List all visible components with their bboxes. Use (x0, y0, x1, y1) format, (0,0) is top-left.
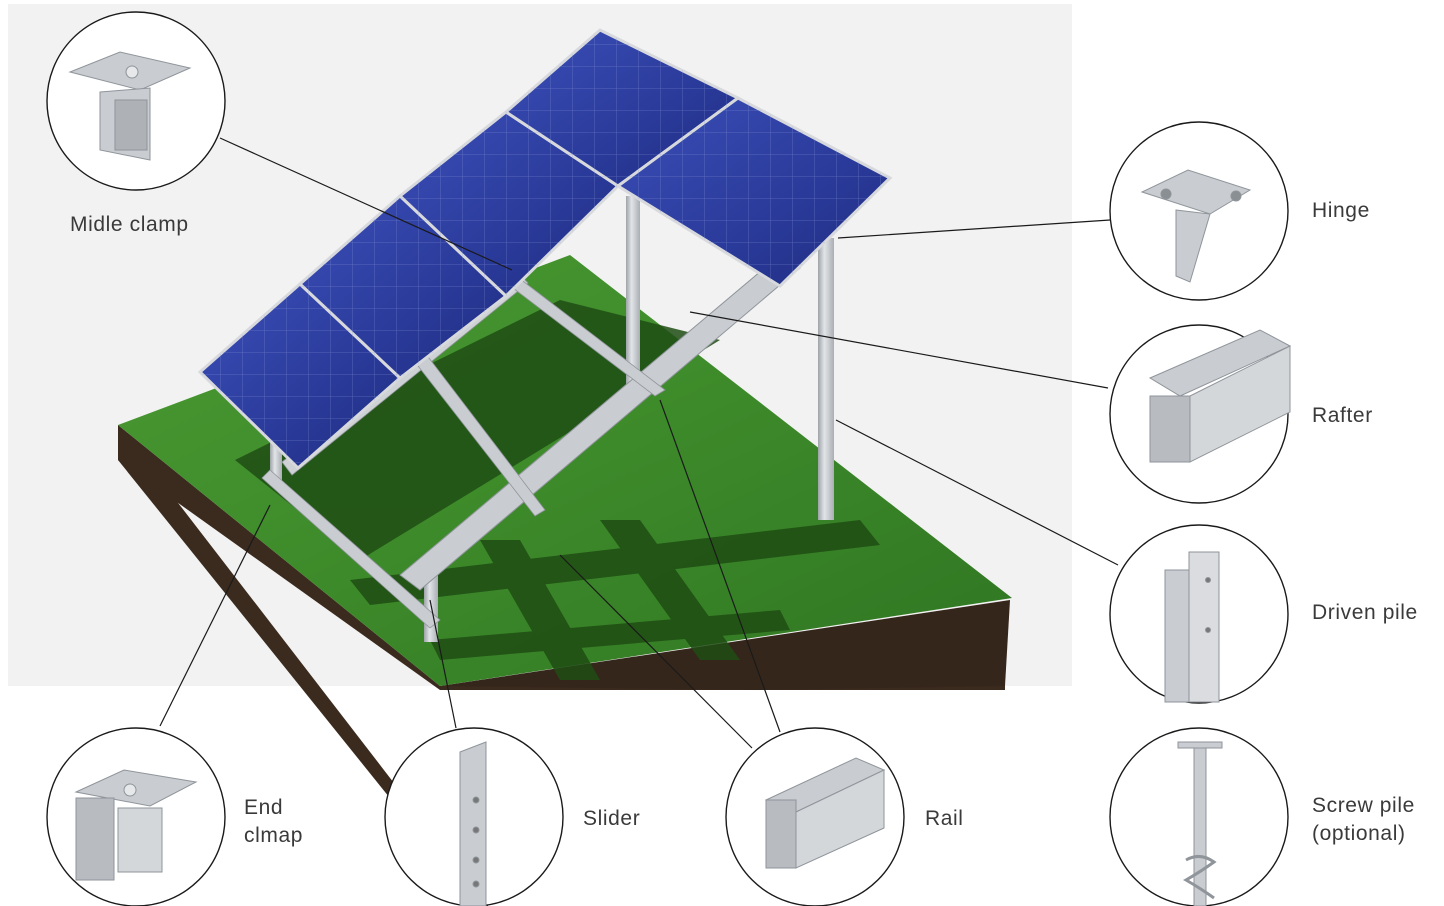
leader-lines (159, 137, 1119, 749)
rail-part (764, 757, 886, 869)
label-middle-clamp: Midle clamp (70, 213, 189, 236)
label-screw-pile: Screw pile (optional) (1312, 794, 1415, 845)
leader-hinge (837, 219, 1111, 239)
label-hinge: Hinge (1312, 199, 1370, 222)
label-end-clamp: End clmap (244, 796, 304, 847)
leader-driven-pile (835, 419, 1119, 566)
middle-clamp-part (68, 51, 192, 161)
panel-cell-grid (200, 30, 890, 468)
leader-middle-clamp (219, 137, 513, 271)
leader-end-clamp (159, 504, 271, 727)
label-slider: Slider (583, 807, 641, 830)
label-rafter: Rafter (1312, 404, 1373, 427)
leader-rafter (689, 311, 1109, 389)
rafter-part (1148, 329, 1292, 463)
label-rail: Rail (925, 807, 964, 830)
driven-pile-part (1164, 551, 1220, 703)
rear-post-right (818, 238, 834, 520)
callout-hinge (1109, 121, 1289, 301)
leader-rail-1 (559, 554, 753, 749)
end-clamp-part (74, 769, 198, 881)
rail-left (261, 469, 441, 629)
hinge-part (1140, 169, 1252, 283)
leader-rail-2 (659, 399, 781, 733)
label-driven-pile: Driven pile (1312, 601, 1418, 624)
slider-part (459, 741, 487, 906)
screw-pile-part (1177, 741, 1223, 906)
leader-slider (429, 599, 457, 729)
rear-post-mid (626, 196, 640, 386)
